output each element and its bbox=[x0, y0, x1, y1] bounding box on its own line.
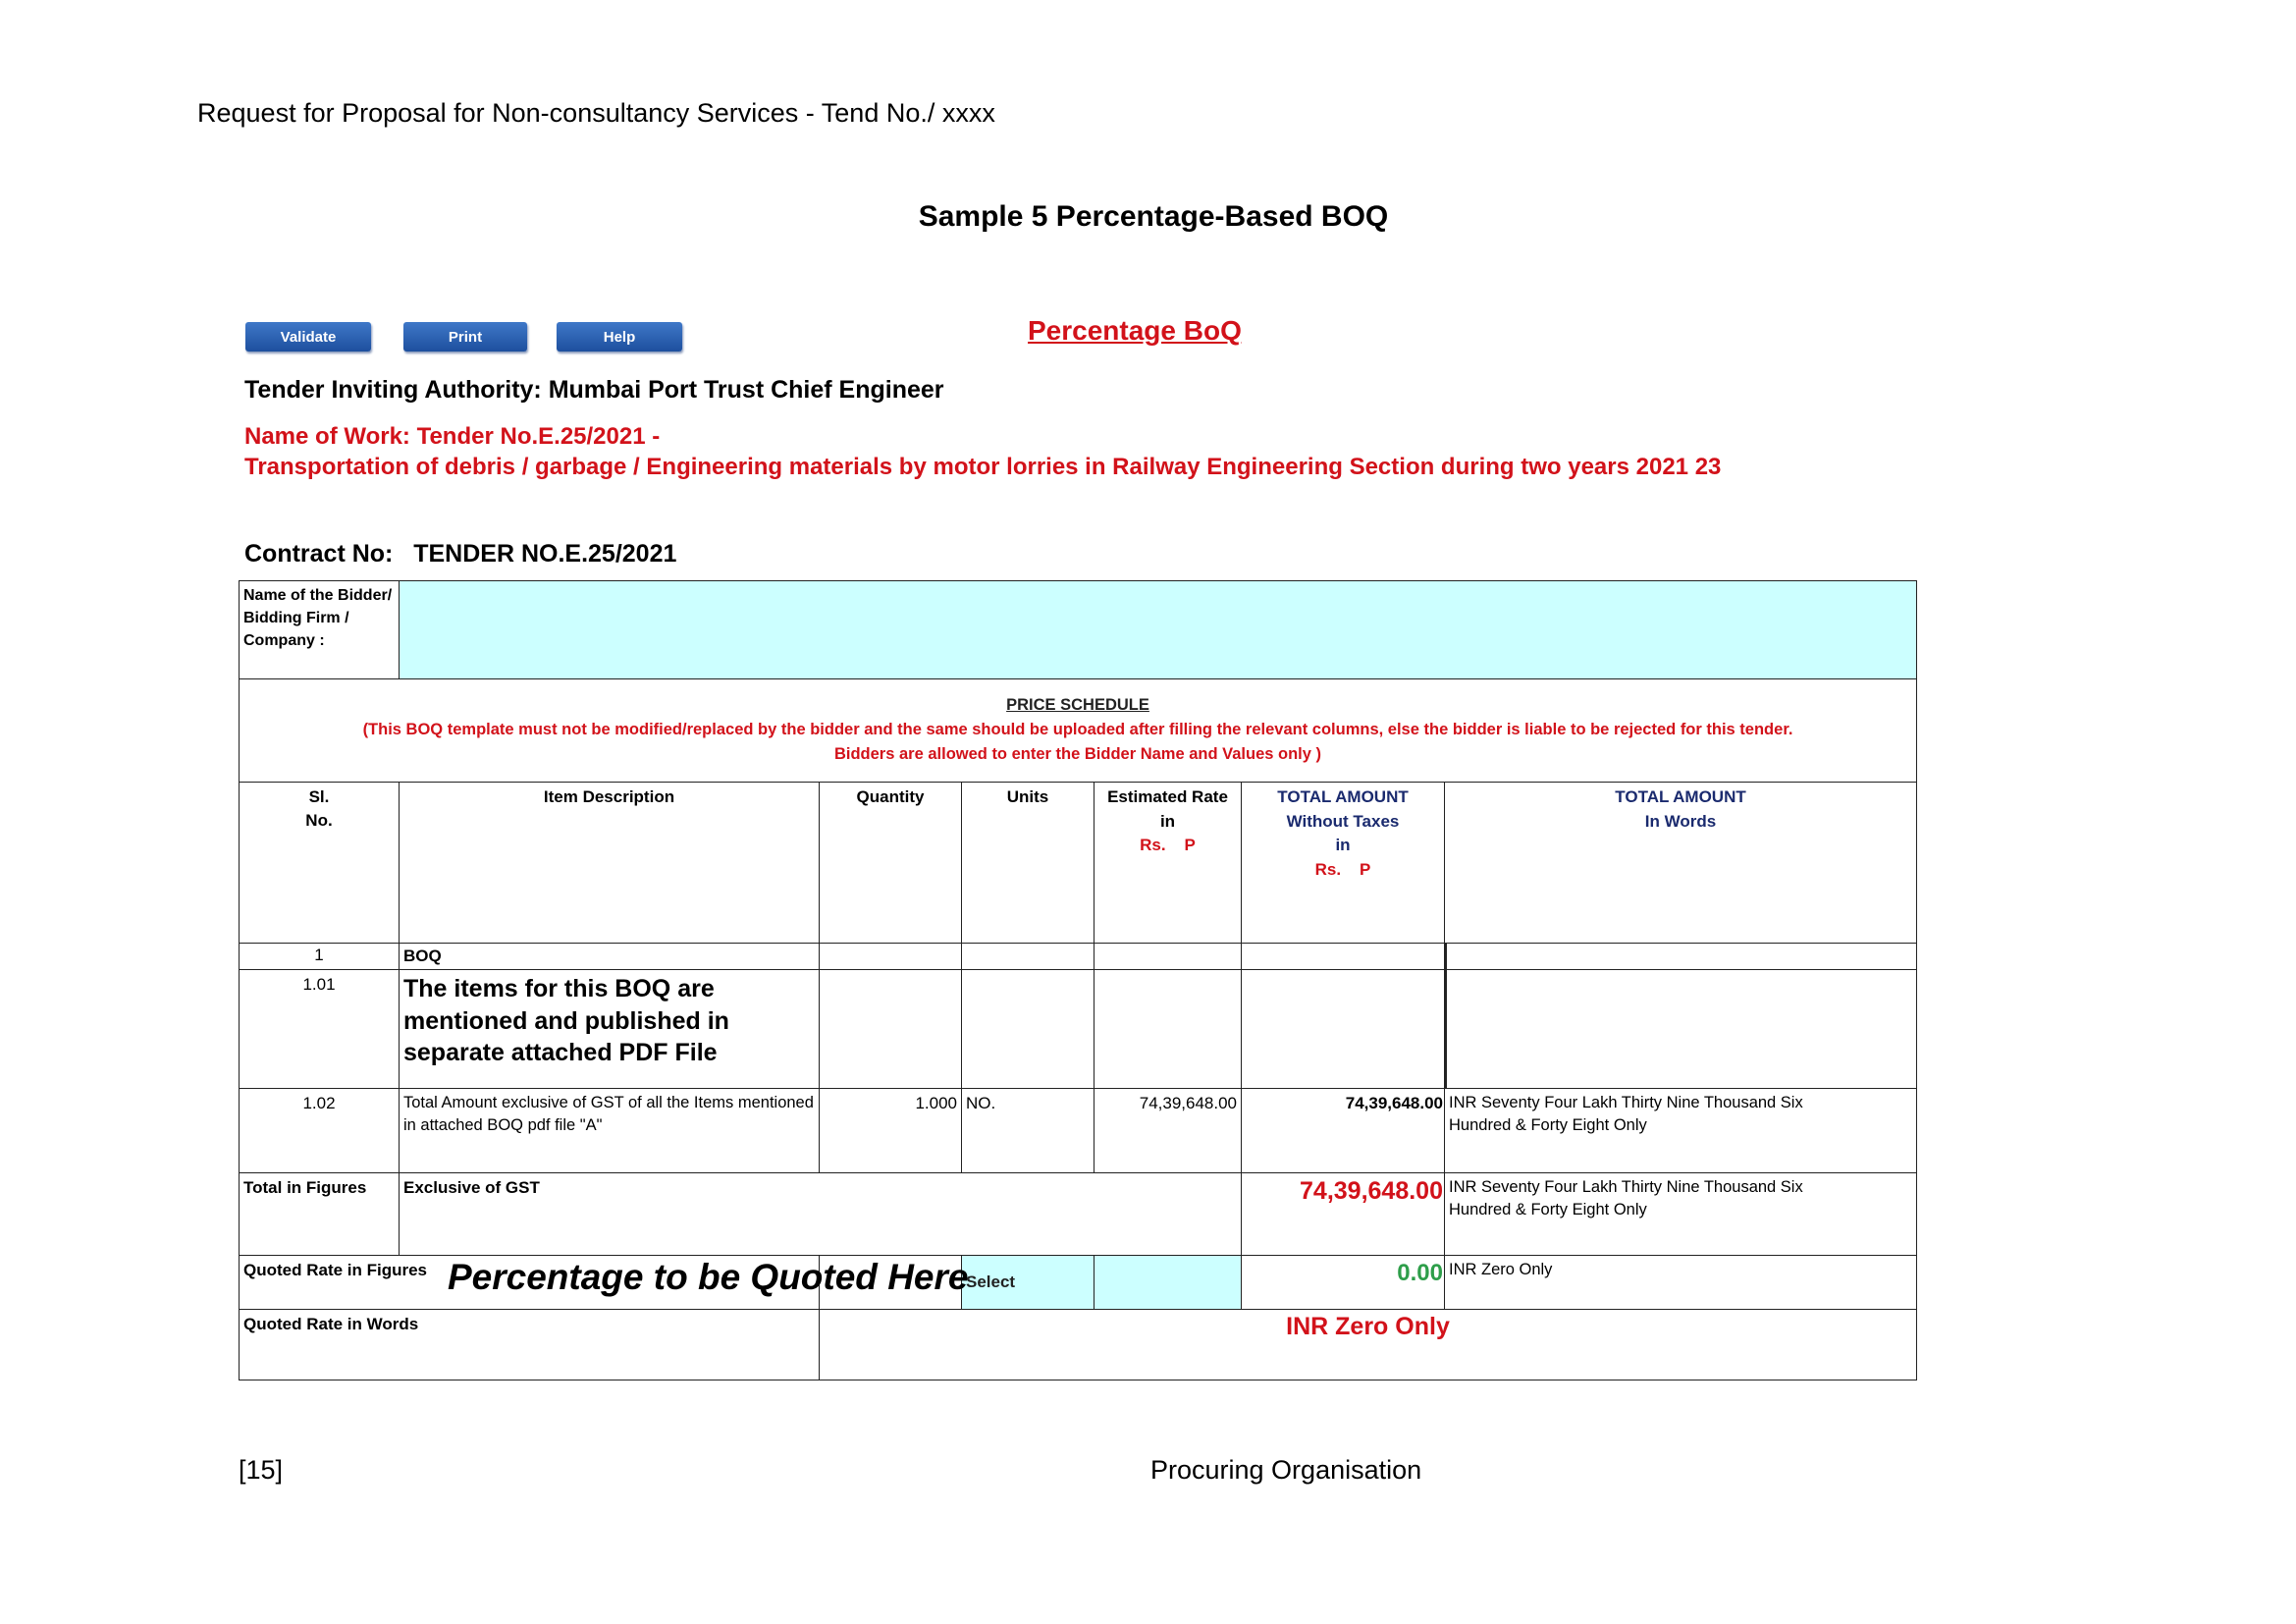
row-1-rate bbox=[1094, 943, 1242, 970]
bidder-label: Name of the Bidder/ Bidding Firm / Compa… bbox=[239, 580, 400, 679]
total-header-line: Without Taxes bbox=[1286, 811, 1400, 831]
total-description: Exclusive of GST bbox=[399, 1172, 1242, 1256]
col-header-quantity: Quantity bbox=[819, 782, 962, 944]
bidder-name-input[interactable] bbox=[399, 580, 1917, 679]
row-101-description: The items for this BOQ are mentioned and… bbox=[399, 969, 820, 1089]
row-101-units bbox=[961, 969, 1095, 1089]
row-102-units: NO. bbox=[961, 1088, 1095, 1173]
row-102-description: Total Amount exclusive of GST of all the… bbox=[399, 1088, 820, 1173]
percentage-prompt: Percentage to be Quoted Here bbox=[448, 1257, 969, 1297]
price-schedule-note: (This BOQ template must not be modified/… bbox=[362, 720, 1793, 738]
quoted-amount: 0.00 bbox=[1241, 1255, 1445, 1310]
total-header-line: TOTAL AMOUNT bbox=[1277, 787, 1409, 806]
col-header-amount-in-words: TOTAL AMOUNT In Words bbox=[1444, 782, 1917, 944]
work-description: Transportation of debris / garbage / Eng… bbox=[244, 454, 1722, 480]
row-101-rate bbox=[1094, 969, 1242, 1089]
percentage-select-dropdown[interactable]: Select bbox=[961, 1255, 1095, 1310]
row-1-sl: 1 bbox=[239, 943, 400, 970]
row-101-quantity bbox=[819, 969, 962, 1089]
col-header-units: Units bbox=[961, 782, 1095, 944]
row-102-sl: 1.02 bbox=[239, 1088, 400, 1173]
rate-header-line: in bbox=[1159, 811, 1176, 831]
price-schedule-note-2: Bidders are allowed to enter the Bidder … bbox=[833, 744, 1322, 763]
words-header-line: TOTAL AMOUNT bbox=[1615, 787, 1746, 806]
total-amount: 74,39,648.00 bbox=[1241, 1172, 1445, 1256]
row-1-description: BOQ bbox=[399, 943, 820, 970]
row-102-total: 74,39,648.00 bbox=[1241, 1088, 1445, 1173]
price-schedule-block: PRICE SCHEDULE (This BOQ template must n… bbox=[239, 678, 1917, 783]
row-1-quantity bbox=[819, 943, 962, 970]
total-amount-words: INR Seventy Four Lakh Thirty Nine Thousa… bbox=[1444, 1172, 1917, 1256]
row-1-total bbox=[1241, 943, 1445, 970]
quoted-words-value: INR Zero Only bbox=[819, 1309, 1917, 1380]
words-header-line: In Words bbox=[1644, 811, 1717, 831]
quoted-amount-words: INR Zero Only bbox=[1444, 1255, 1917, 1310]
page-number: [15] bbox=[239, 1455, 284, 1485]
price-schedule-heading: PRICE SCHEDULE bbox=[1006, 696, 1149, 714]
total-header-currency: Rs. P bbox=[1314, 859, 1371, 879]
row-101-total bbox=[1241, 969, 1445, 1089]
total-header-line: in bbox=[1335, 836, 1351, 855]
col-header-sl: Sl. No. bbox=[239, 782, 400, 944]
tender-authority: Tender Inviting Authority: Mumbai Port T… bbox=[244, 376, 944, 404]
row-1-units bbox=[961, 943, 1095, 970]
row-101-words bbox=[1444, 969, 1917, 1089]
row-102-quantity: 1.000 bbox=[819, 1088, 962, 1173]
col-header-description: Item Description bbox=[399, 782, 820, 944]
rate-header-currency: Rs. P bbox=[1140, 836, 1196, 855]
help-button[interactable]: Help bbox=[557, 322, 682, 352]
rate-header-line: Estimated Rate bbox=[1107, 787, 1228, 806]
contract-number: Contract No: TENDER NO.E.25/2021 bbox=[244, 540, 677, 568]
validate-button[interactable]: Validate bbox=[245, 322, 371, 352]
page-title: Sample 5 Percentage-Based BOQ bbox=[918, 200, 1389, 233]
print-button[interactable]: Print bbox=[403, 322, 527, 352]
row-101-sl: 1.01 bbox=[239, 969, 400, 1089]
name-of-work: Name of Work: Tender No.E.25/2021 - bbox=[244, 423, 661, 450]
boq-title: Percentage BoQ bbox=[1028, 315, 1242, 346]
percentage-input[interactable] bbox=[1094, 1255, 1242, 1310]
total-figures-label: Total in Figures bbox=[239, 1172, 400, 1256]
footer-organisation: Procuring Organisation bbox=[1150, 1455, 1422, 1485]
row-1-words bbox=[1444, 943, 1917, 970]
col-header-estimated-rate: Estimated Rate in Rs. P bbox=[1094, 782, 1242, 944]
row-102-rate: 74,39,648.00 bbox=[1094, 1088, 1242, 1173]
row-102-words: INR Seventy Four Lakh Thirty Nine Thousa… bbox=[1444, 1088, 1917, 1173]
col-header-total-amount: TOTAL AMOUNT Without Taxes in Rs. P bbox=[1241, 782, 1445, 944]
quoted-words-label: Quoted Rate in Words bbox=[239, 1309, 820, 1380]
page-header: Request for Proposal for Non-consultancy… bbox=[197, 98, 995, 128]
